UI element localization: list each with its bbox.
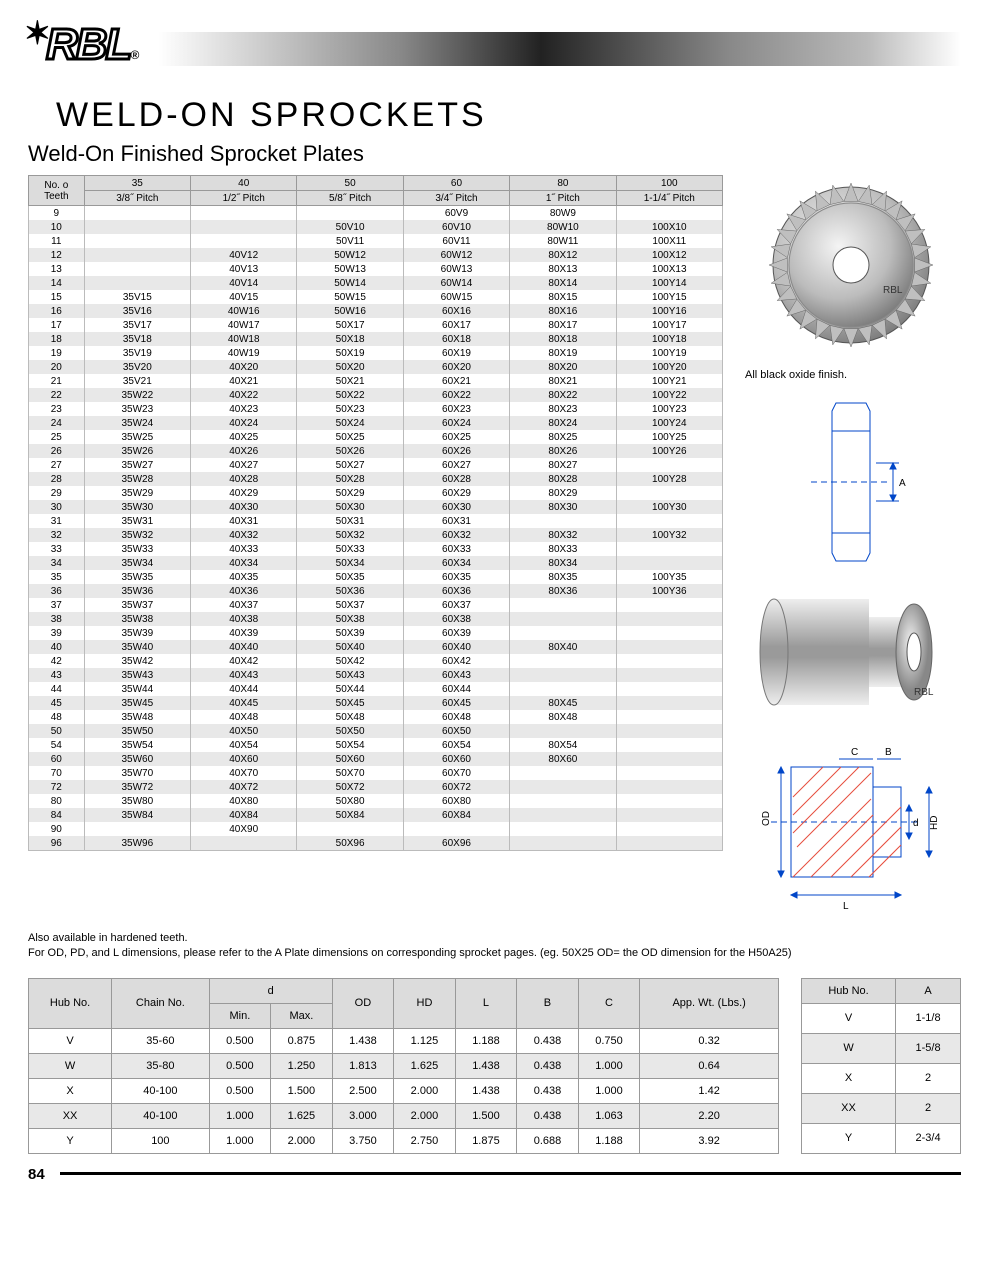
table-row: 3035W3040X3050X3060X3080X30100Y30 [29, 500, 723, 514]
hub-a-tbody: V1-1/8W1-5/8X2XX2Y2-3/4 [802, 1003, 961, 1153]
table-row: 3935W3940X3950X3960X39 [29, 626, 723, 640]
brand-logo: RBL® [28, 20, 137, 70]
header-bar: RBL® [28, 20, 961, 78]
table-row: 6035W6040X6050X6060X6080X60 [29, 752, 723, 766]
table-row: 4035W4040X4050X4060X4080X40 [29, 640, 723, 654]
table-row: 2035V2040X2050X2060X2080X20100Y20 [29, 360, 723, 374]
table-row: 1150V1160V1180W11100X11 [29, 234, 723, 248]
sprocket-thead: No. o Teeth35405060801003/8˝ Pitch1/2˝ P… [29, 176, 723, 206]
table-row: 3835W3840X3850X3860X38 [29, 612, 723, 626]
table-row: 3735W3740X3750X3760X37 [29, 598, 723, 612]
table-row: 9635W9650X9660X96 [29, 836, 723, 851]
notes: Also available in hardened teeth. For OD… [28, 931, 961, 962]
page-title: WELD-ON SPROCKETS [56, 96, 961, 135]
table-row: 3135W3140X3150X3160X31 [29, 514, 723, 528]
footer: 84 [28, 1168, 961, 1176]
table-row: 3635W3640X3650X3660X3680X36100Y36 [29, 584, 723, 598]
table-row: 2435W2440X2450X2460X2480X24100Y24 [29, 416, 723, 430]
table-row: 7235W7240X7250X7260X72 [29, 780, 723, 794]
hub-a-table: Hub No.A V1-1/8W1-5/8X2XX2Y2-3/4 [801, 978, 961, 1154]
page-number: 84 [28, 1166, 53, 1183]
svg-text:RBL: RBL [914, 687, 934, 698]
hub-table: Hub No. Chain No. d OD HD L B C App. Wt.… [28, 978, 779, 1154]
table-row: 2535W2540X2550X2560X2580X25100Y25 [29, 430, 723, 444]
svg-text:RBL: RBL [883, 285, 903, 296]
table-row: XX40-1001.0001.6253.0002.0001.5000.4381.… [29, 1103, 779, 1128]
table-row: V35-600.5000.8751.4381.1251.1880.4380.75… [29, 1028, 779, 1053]
svg-text:HD: HD [929, 816, 940, 830]
table-row: W35-800.5001.2501.8131.6251.4380.4381.00… [29, 1053, 779, 1078]
table-row: 2835W2840X2850X2860X2880X28100Y28 [29, 472, 723, 486]
table-row: 2335W2340X2350X2360X2380X23100Y23 [29, 402, 723, 416]
table-row: X2 [802, 1063, 961, 1093]
note-1: Also available in hardened teeth. [28, 931, 961, 946]
table-row: Y2-3/4 [802, 1123, 961, 1153]
table-row: 1835V1840W1850X1860X1880X18100Y18 [29, 332, 723, 346]
table-row: 8035W8040X8050X8060X80 [29, 794, 723, 808]
table-row: 3435W3440X3450X3460X3480X34 [29, 556, 723, 570]
table-row: 5435W5440X5450X5460X5480X54 [29, 738, 723, 752]
table-row: 960V980W9 [29, 206, 723, 221]
finish-caption: All black oxide finish. [745, 369, 847, 381]
table-row: 1050V1060V1080W10100X10 [29, 220, 723, 234]
table-row: 3535W3540X3550X3560X3580X35100Y35 [29, 570, 723, 584]
table-row: 8435W8440X8450X8460X84 [29, 808, 723, 822]
table-row: 2735W2740X2750X2760X2780X27 [29, 458, 723, 472]
table-row: 9040X90 [29, 822, 723, 836]
svg-text:B: B [885, 747, 892, 758]
table-row: Y1001.0002.0003.7502.7501.8750.6881.1883… [29, 1128, 779, 1153]
sprocket-table: No. o Teeth35405060801003/8˝ Pitch1/2˝ P… [28, 175, 723, 851]
table-row: W1-5/8 [802, 1033, 961, 1063]
table-row: 1735V1740W1750X1760X1780X17100Y17 [29, 318, 723, 332]
table-row: V1-1/8 [802, 1003, 961, 1033]
sprocket-tbody: 960V980W91050V1060V1080W10100X101150V116… [29, 206, 723, 851]
table-row: 1240V1250W1260W1280X12100X12 [29, 248, 723, 262]
plate-side-diagram: A [781, 397, 921, 567]
table-row: 2235W2240X2250X2260X2280X22100Y22 [29, 388, 723, 402]
table-row: 4835W4840X4850X4860X4880X48 [29, 710, 723, 724]
table-row: 1340V1350W1360W1380X13100X13 [29, 262, 723, 276]
table-row: 1440V1450W1460W1480X14100Y14 [29, 276, 723, 290]
gradient-bar [28, 32, 961, 66]
brand-text: RBL [46, 20, 130, 69]
page-subtitle: Weld-On Finished Sprocket Plates [28, 141, 961, 167]
table-row: 4535W4540X4550X4560X4580X45 [29, 696, 723, 710]
table-row: 4435W4440X4450X4460X44 [29, 682, 723, 696]
table-row: 1935V1940W1950X1960X1980X19100Y19 [29, 346, 723, 360]
sprocket-illustration: RBL [761, 175, 941, 355]
table-row: 2935W2940X2950X2960X2980X29 [29, 486, 723, 500]
table-row: 3335W3340X3350X3360X3380X33 [29, 542, 723, 556]
hub-section-diagram: C B OD d HD L [751, 737, 951, 917]
table-row: 2635W2640X2650X2660X2680X26100Y26 [29, 444, 723, 458]
table-row: 4335W4340X4350X4360X43 [29, 668, 723, 682]
table-row: XX2 [802, 1093, 961, 1123]
table-row: 4235W4240X4250X4260X42 [29, 654, 723, 668]
table-row: X40-1000.5001.5002.5002.0001.4380.4381.0… [29, 1078, 779, 1103]
table-row: 1635V1640W1650W1660X1680X16100Y16 [29, 304, 723, 318]
svg-text:OD: OD [761, 811, 772, 826]
table-row: 1535V1540V1550W1560W1580X15100Y15 [29, 290, 723, 304]
svg-text:C: C [851, 747, 858, 758]
svg-text:d: d [913, 818, 919, 829]
note-2: For OD, PD, and L dimensions, please ref… [28, 946, 961, 961]
table-row: 2135V2140X2150X2160X2180X21100Y21 [29, 374, 723, 388]
svg-text:A: A [899, 478, 906, 489]
registered-mark: ® [130, 48, 137, 62]
hub-illustration: RBL [756, 577, 946, 727]
table-row: 3235W3240X3250X3260X3280X32100Y32 [29, 528, 723, 542]
svg-text:L: L [843, 901, 849, 912]
table-row: 5035W5040X5050X5060X50 [29, 724, 723, 738]
table-row: 7035W7040X7050X7060X70 [29, 766, 723, 780]
hub-tbody: V35-600.5000.8751.4381.1251.1880.4380.75… [29, 1028, 779, 1153]
